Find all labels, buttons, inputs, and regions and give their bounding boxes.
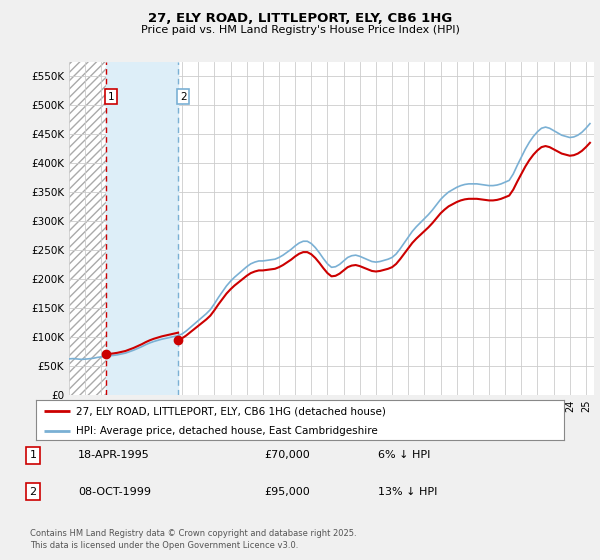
Text: 27, ELY ROAD, LITTLEPORT, ELY, CB6 1HG (detached house): 27, ELY ROAD, LITTLEPORT, ELY, CB6 1HG (…: [76, 407, 385, 417]
Bar: [69, 62, 106, 395]
Text: Contains HM Land Registry data © Crown copyright and database right 2025.
This d: Contains HM Land Registry data © Crown c…: [30, 529, 356, 550]
Text: 6% ↓ HPI: 6% ↓ HPI: [378, 450, 430, 460]
Text: 1: 1: [29, 450, 37, 460]
Bar: [106, 62, 178, 395]
Text: 18-APR-1995: 18-APR-1995: [78, 450, 150, 460]
Text: £95,000: £95,000: [264, 487, 310, 497]
Text: 1: 1: [107, 92, 114, 101]
Text: Price paid vs. HM Land Registry's House Price Index (HPI): Price paid vs. HM Land Registry's House …: [140, 25, 460, 35]
Text: 08-OCT-1999: 08-OCT-1999: [78, 487, 151, 497]
Text: 2: 2: [29, 487, 37, 497]
Text: 2: 2: [180, 92, 187, 101]
Text: 27, ELY ROAD, LITTLEPORT, ELY, CB6 1HG: 27, ELY ROAD, LITTLEPORT, ELY, CB6 1HG: [148, 12, 452, 25]
Text: £70,000: £70,000: [264, 450, 310, 460]
Text: 13% ↓ HPI: 13% ↓ HPI: [378, 487, 437, 497]
Text: HPI: Average price, detached house, East Cambridgeshire: HPI: Average price, detached house, East…: [76, 426, 377, 436]
